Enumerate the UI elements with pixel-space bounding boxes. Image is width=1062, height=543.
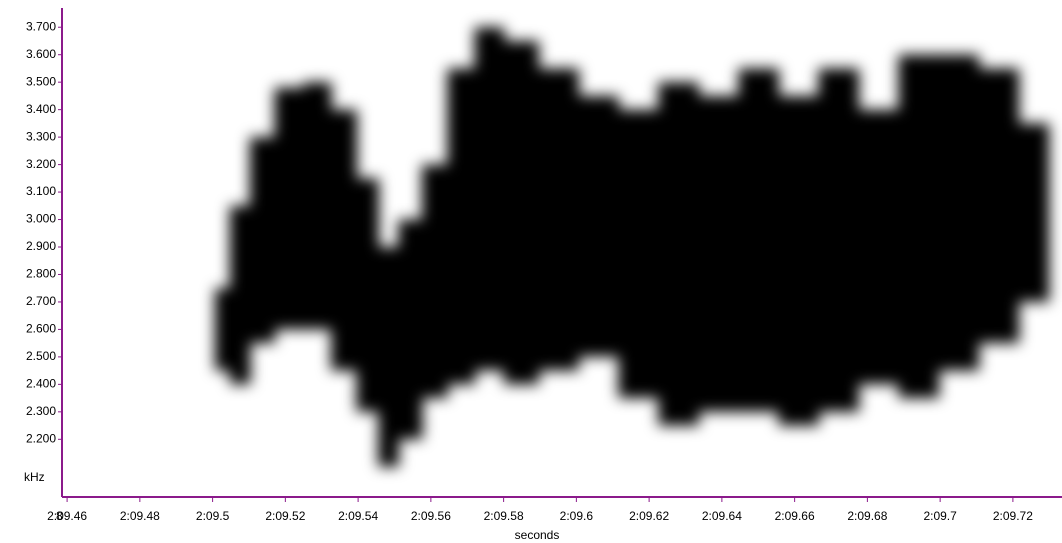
energy-column [658,82,700,426]
y-tick-label: 2.900 [26,239,56,253]
energy-column [818,68,860,412]
energy-column [214,288,231,371]
x-tick-label: 2:09.7 [923,509,957,523]
energy-column [330,109,358,371]
y-tick-label: 2.800 [26,267,56,281]
energy-column [618,109,660,399]
x-tick-label: 2:09.62 [629,509,669,523]
energy-column [858,109,900,385]
energy-column [738,68,780,412]
x-tick-label: 2:09.56 [411,509,451,523]
energy-column [398,219,423,440]
energy-column [1018,123,1050,302]
energy-column [249,137,276,344]
energy-column [229,205,251,385]
x-tick-label: 2:09.6 [560,509,594,523]
energy-column [503,40,540,385]
x-tick-label: 2:09.66 [775,509,815,523]
energy-column [421,164,449,399]
energy-column [474,27,505,371]
x-tick-label: 2:09.72 [993,509,1033,523]
energy-column [274,87,305,330]
x-tick-label: 2:09.48 [120,509,160,523]
energy-column [378,247,400,467]
x-tick-label: 2:09.64 [702,509,742,523]
x-tick-label: 2:09.46 [47,509,87,523]
y-tick-label: 3.500 [26,74,56,88]
x-tick-label: 2:09.5 [196,509,230,523]
y-tick-label: 3.600 [26,47,56,61]
energy-column [578,95,620,357]
y-tick-label: 2.200 [26,431,56,445]
y-tick-label: 2.300 [26,404,56,418]
y-tick-label: 2.700 [26,294,56,308]
spectrogram-energy [214,27,1050,467]
energy-column [303,82,332,330]
energy-column [938,54,980,371]
y-tick-label: 2.500 [26,349,56,363]
energy-column [978,68,1020,344]
y-axis-label: kHz [24,470,45,484]
y-tick-label: 3.000 [26,212,56,226]
x-tick-label: 2:09.68 [847,509,887,523]
y-tick-label: 3.300 [26,129,56,143]
x-axis-label: seconds [515,528,560,542]
energy-column [898,54,940,399]
y-tick-label: 3.400 [26,102,56,116]
energy-column [447,68,476,385]
energy-column [356,178,380,412]
y-tick-label: 2.600 [26,322,56,336]
y-tick-label: 3.100 [26,184,56,198]
y-tick-label: 2.400 [26,377,56,391]
y-tick-label: 3.200 [26,157,56,171]
energy-column [698,95,740,412]
energy-column [778,95,820,426]
x-tick-label: 2:09.54 [338,509,378,523]
y-tick-label: 3.700 [26,19,56,33]
x-prefix-label: 8 [56,509,63,523]
energy-column [538,68,580,371]
x-tick-label: 2:09.58 [484,509,524,523]
x-tick-label: 2:09.52 [265,509,305,523]
